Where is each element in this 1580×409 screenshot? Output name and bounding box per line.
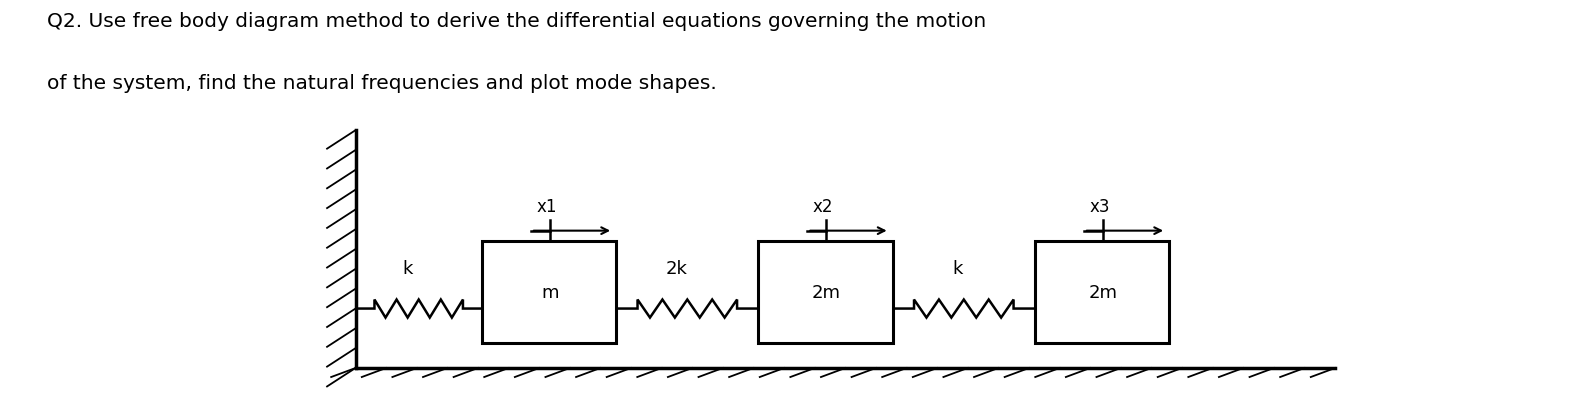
Text: x1: x1 (537, 198, 556, 216)
Bar (1035, 241, 1169, 344)
Text: 2k: 2k (665, 259, 687, 277)
Text: m: m (540, 283, 559, 301)
Text: x3: x3 (1090, 198, 1109, 216)
Text: Q2. Use free body diagram method to derive the differential equations governing : Q2. Use free body diagram method to deri… (47, 12, 986, 31)
Text: k: k (953, 259, 962, 277)
Text: 2m: 2m (1089, 283, 1117, 301)
Bar (482, 241, 616, 344)
Text: x2: x2 (814, 198, 833, 216)
Text: 2m: 2m (812, 283, 841, 301)
Text: of the system, find the natural frequencies and plot mode shapes.: of the system, find the natural frequenc… (47, 74, 717, 92)
Bar (758, 241, 893, 344)
Text: k: k (403, 259, 412, 277)
